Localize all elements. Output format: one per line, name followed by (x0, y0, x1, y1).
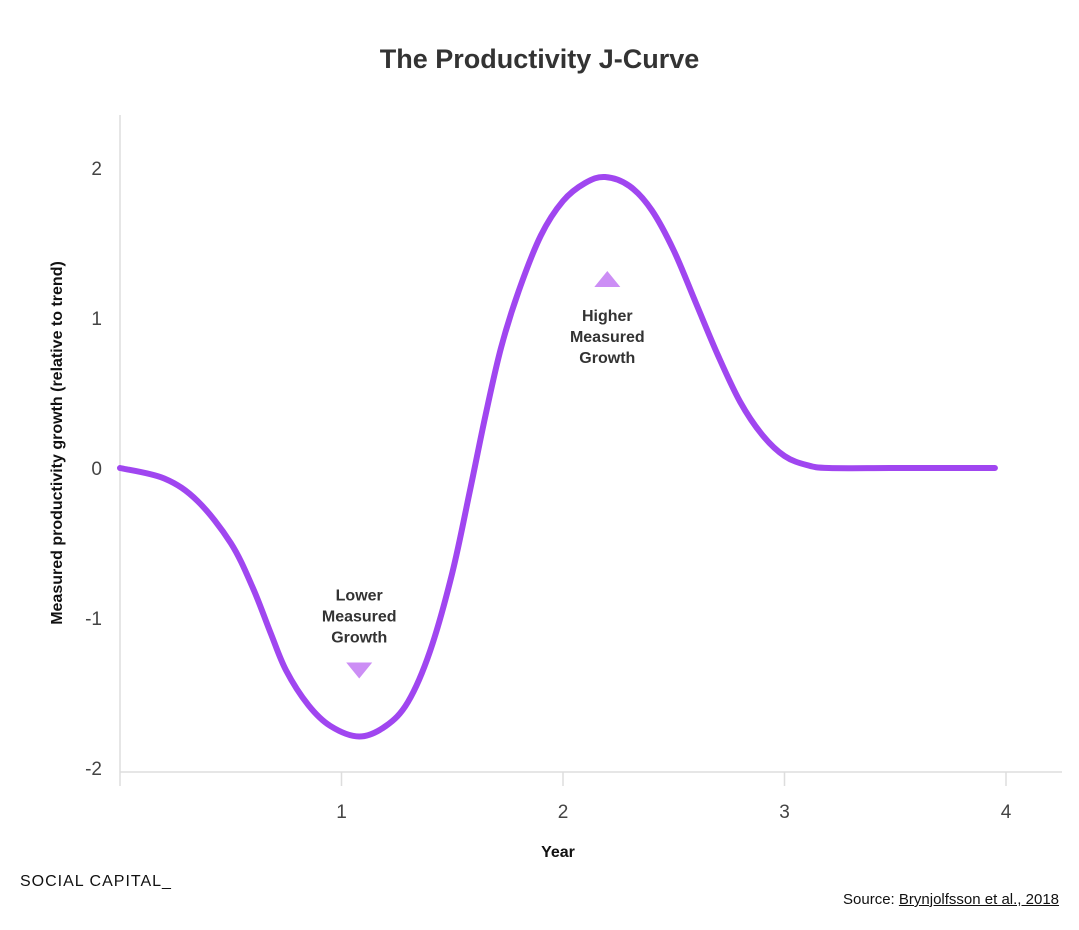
y-tick-label: -2 (85, 759, 102, 780)
source-link[interactable]: Brynjolfsson et al., 2018 (898, 891, 1059, 908)
y-tick-label: 2 (91, 159, 102, 180)
y-axis-label: Measured productivity growth (relative t… (49, 261, 66, 625)
annotation-text: Higher (582, 308, 633, 325)
x-tick-label: 2 (558, 802, 569, 823)
annotation-text: Lower (336, 588, 383, 605)
source-label: Source: (843, 891, 895, 908)
x-tick-label: 1 (336, 802, 347, 823)
x-tick-label: 3 (779, 802, 790, 823)
annotation-text: Growth (331, 630, 387, 647)
y-tick-label: -1 (85, 609, 102, 630)
chart-title: The Productivity J-Curve (379, 44, 700, 74)
brand-logo-text: SOCIAL CAPITAL_ (20, 873, 172, 890)
source-note: Source: Brynjolfsson et al., 2018 (843, 891, 1059, 908)
triangle-up-icon (594, 271, 621, 287)
triangle-down-icon (346, 662, 373, 679)
y-tick-label: 1 (91, 309, 102, 330)
j-curve-line (117, 173, 998, 740)
x-tick-label: 4 (1001, 802, 1012, 823)
annotation-text: Growth (579, 350, 635, 367)
annotation-text: Measured (570, 329, 645, 346)
y-tick-label: 0 (91, 459, 102, 480)
x-axis-label: Year (541, 844, 575, 861)
annotation-text: Measured (322, 609, 397, 626)
